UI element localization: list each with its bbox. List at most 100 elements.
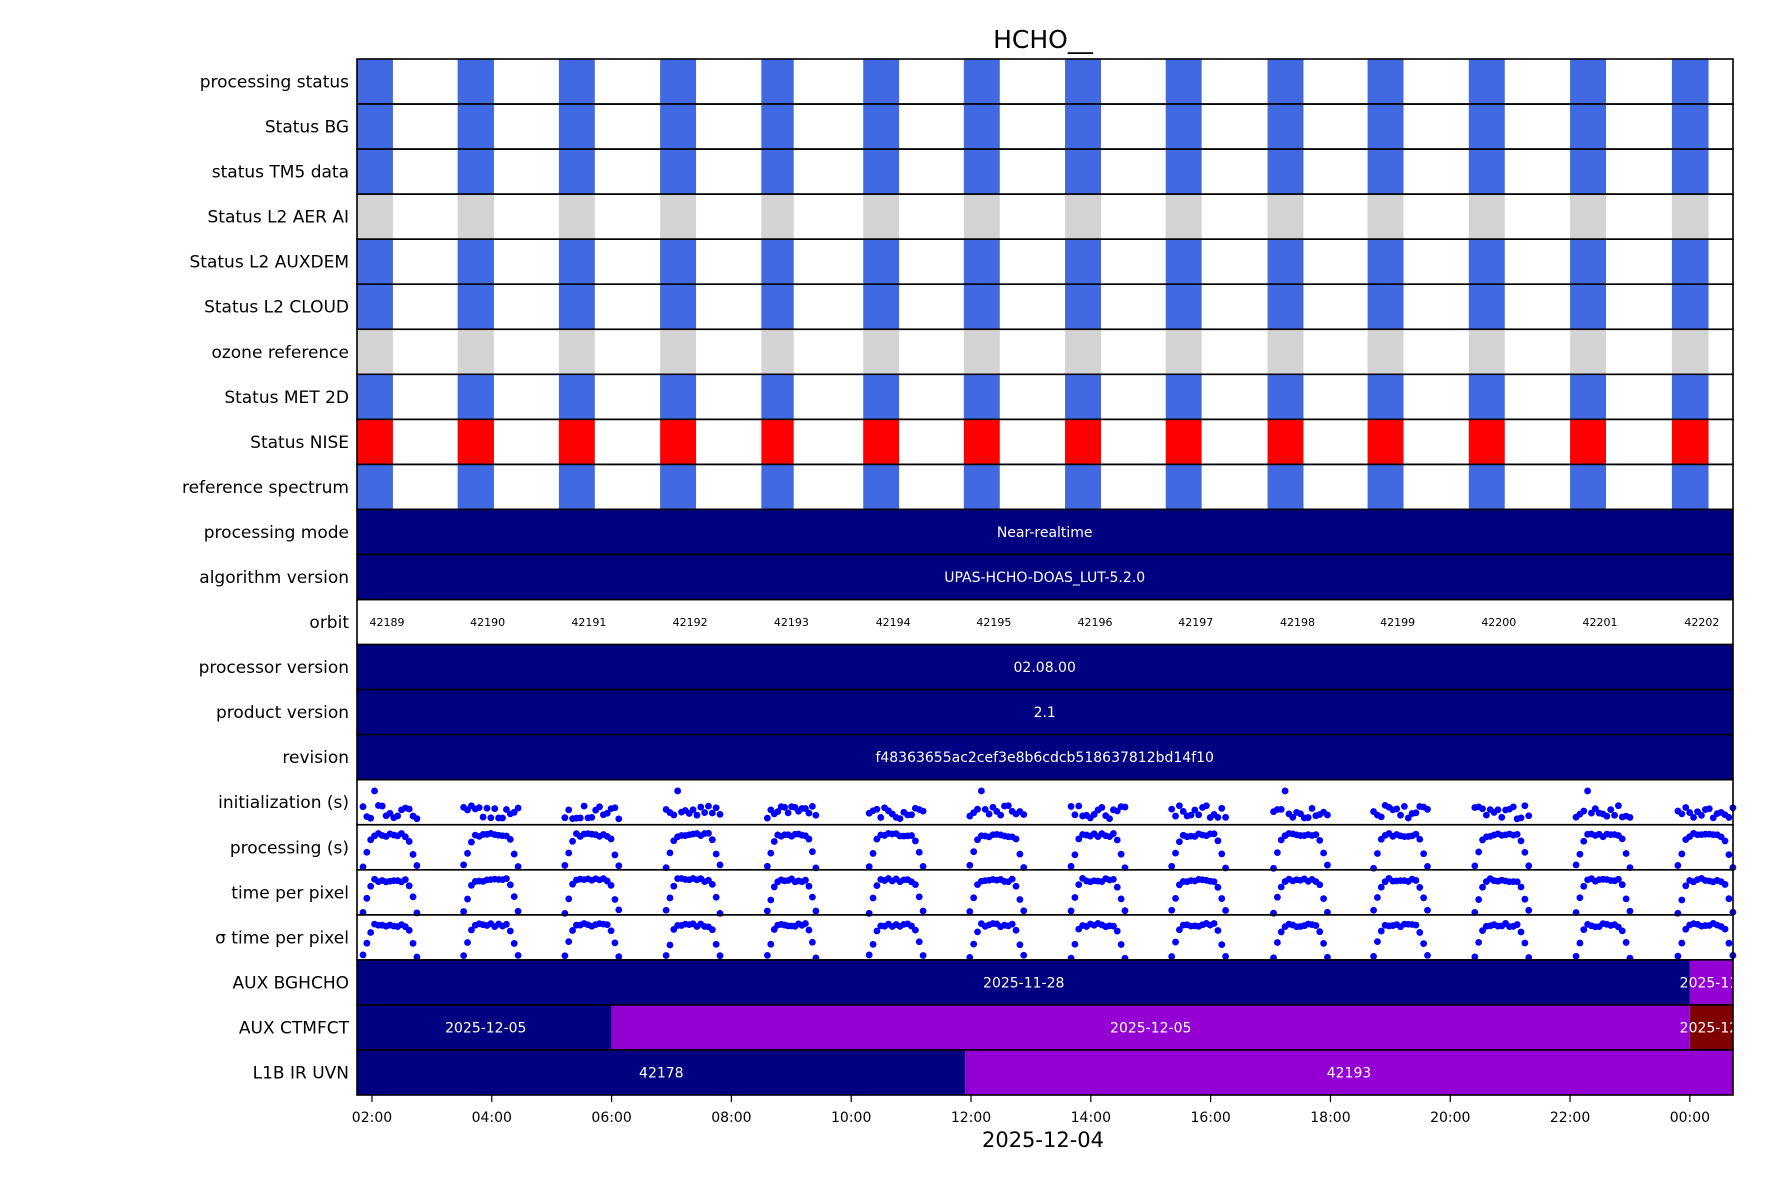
data-point xyxy=(1618,835,1626,843)
segment-bar xyxy=(1689,959,1733,1005)
status-bar xyxy=(963,104,1000,150)
data-point xyxy=(1324,953,1331,961)
status-bar xyxy=(863,104,900,150)
data-point xyxy=(1067,803,1075,810)
status-bar xyxy=(457,149,494,195)
chart-row: AUX CTMFCT 2025-12-05 2025-12-05 2025-12- xyxy=(239,1004,1743,1051)
data-point xyxy=(716,952,724,960)
data-point xyxy=(1218,895,1226,902)
data-point xyxy=(487,814,495,822)
chart-row: algorithm version UPAS-HCHO-DOAS_LUT-5.2.… xyxy=(199,553,1734,601)
segment-bar xyxy=(357,1004,612,1050)
data-point xyxy=(1521,848,1529,856)
data-point xyxy=(802,920,809,927)
data-point xyxy=(712,940,720,948)
data-point xyxy=(1071,851,1079,859)
chart-row: Status L2 AUXDEM xyxy=(190,238,1734,286)
data-point xyxy=(966,908,974,915)
data-point xyxy=(1611,811,1618,819)
data-point xyxy=(919,952,927,959)
data-point xyxy=(1168,953,1176,960)
data-point xyxy=(359,951,367,959)
status-bar xyxy=(660,374,697,420)
data-point xyxy=(1187,811,1195,819)
chart-row: AUX BGHCHO 2025-11-28 2025-11- xyxy=(233,959,1744,1006)
segment-label: 2025-11- xyxy=(1680,975,1744,991)
data-point xyxy=(1721,837,1729,845)
chart-row: revision f48363655ac2cef3e8b6cdcb51863781… xyxy=(282,733,1734,781)
data-point xyxy=(1214,927,1222,934)
status-bar xyxy=(863,239,900,285)
orbit-label: 42189 xyxy=(370,616,405,629)
orbit-label: 42194 xyxy=(876,616,911,629)
data-point xyxy=(1121,803,1129,811)
status-bar xyxy=(558,419,595,465)
data-point xyxy=(1110,830,1117,837)
data-point xyxy=(367,929,375,936)
data-point xyxy=(1191,806,1199,814)
data-point xyxy=(413,953,421,961)
data-point xyxy=(1618,881,1626,889)
data-point xyxy=(561,909,569,917)
status-bar xyxy=(660,329,697,375)
data-point xyxy=(1513,831,1521,838)
data-point xyxy=(1475,938,1483,946)
status-bar xyxy=(1267,149,1304,195)
data-point xyxy=(896,815,904,823)
data-point xyxy=(770,838,778,845)
status-bar xyxy=(1065,194,1102,240)
data-point xyxy=(1517,814,1525,822)
status-bar xyxy=(1570,464,1607,510)
data-point xyxy=(413,862,421,869)
segment-label: 2025-12-05 xyxy=(445,1020,526,1036)
status-bar xyxy=(1267,59,1304,105)
data-point xyxy=(1475,896,1483,903)
data-point xyxy=(1020,907,1028,915)
data-point xyxy=(763,862,771,870)
data-point xyxy=(1572,861,1580,869)
status-bar xyxy=(1671,194,1709,240)
data-point xyxy=(974,805,981,813)
data-point xyxy=(510,940,518,947)
data-point xyxy=(915,848,923,856)
data-point xyxy=(763,907,771,915)
data-point xyxy=(1479,805,1486,813)
data-point xyxy=(506,881,514,889)
status-bar xyxy=(1468,149,1505,195)
data-point xyxy=(774,808,782,816)
data-point xyxy=(1678,810,1686,818)
status-bar xyxy=(863,284,900,330)
data-point xyxy=(1168,805,1176,813)
status-bar xyxy=(761,194,794,240)
data-point xyxy=(1424,805,1431,813)
data-point xyxy=(716,810,724,818)
data-point xyxy=(460,908,468,915)
status-bar xyxy=(357,239,393,285)
data-point xyxy=(1289,814,1297,821)
status-bar xyxy=(660,104,697,150)
status-bar xyxy=(660,59,697,105)
data-point xyxy=(865,863,873,871)
status-bar xyxy=(1367,104,1404,150)
chart-row: processing status xyxy=(200,58,1734,105)
data-point xyxy=(1479,883,1486,891)
status-bar xyxy=(1671,374,1709,420)
data-point xyxy=(1400,802,1408,810)
status-bar xyxy=(1671,104,1709,150)
orbit-label: 42191 xyxy=(571,616,606,629)
data-point xyxy=(697,803,705,811)
data-point xyxy=(1067,862,1075,870)
x-tick-label: 08:00 xyxy=(711,1110,751,1126)
data-point xyxy=(1494,806,1502,814)
data-point xyxy=(506,836,514,843)
data-point xyxy=(781,803,789,811)
data-point xyxy=(981,805,989,813)
segment-bar xyxy=(357,554,1733,600)
data-point xyxy=(1012,926,1020,934)
data-point xyxy=(1195,811,1203,819)
data-point xyxy=(1374,938,1381,946)
status-bar xyxy=(1065,104,1102,150)
data-point xyxy=(1012,835,1020,843)
data-point xyxy=(1525,812,1533,820)
